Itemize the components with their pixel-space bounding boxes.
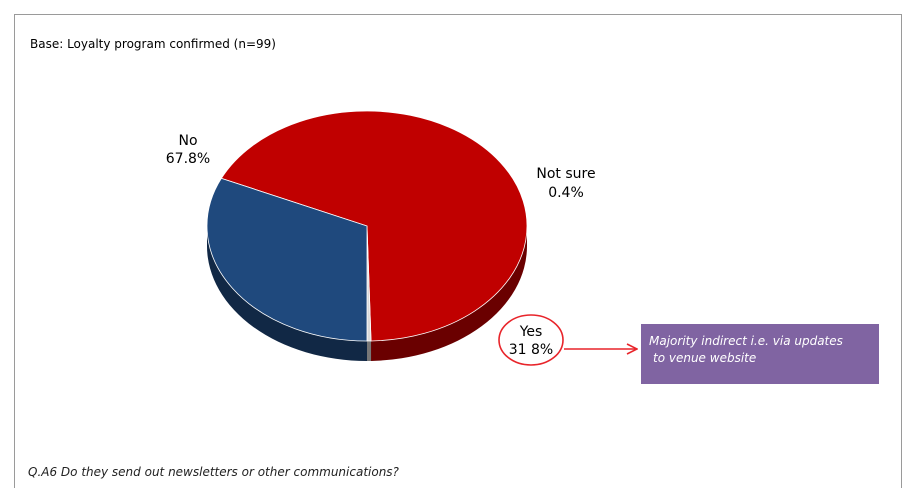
pie-depth — [207, 226, 527, 361]
slice-label-no: No — [178, 133, 197, 149]
question-footnote: Q.A6 Do they send out newsletters or oth… — [28, 465, 399, 479]
callout-box: Majority indirect i.e. via updates to ve… — [641, 324, 879, 384]
slice-value-not-sure: 0.4% — [548, 185, 584, 201]
slice-value-yes: 31 8% — [509, 342, 553, 358]
slice-value-no: 67.8% — [166, 151, 210, 167]
yes-highlight-circle — [498, 314, 564, 366]
slice-label-yes: Yes — [519, 324, 543, 340]
pie-top — [206, 110, 528, 342]
slice-side-yes — [207, 226, 367, 361]
slice-label-not-sure: Not sure — [536, 166, 595, 182]
chart-frame — [14, 14, 902, 488]
slice-no — [220, 110, 528, 342]
slice-side-not-sure — [367, 340, 372, 361]
callout-line-1: Majority indirect i.e. via updates — [649, 334, 843, 348]
slice-side-no — [371, 226, 527, 361]
base-note: Base: Loyalty program confirmed (n=99) — [30, 37, 276, 51]
slice-yes — [206, 177, 368, 342]
callout-line-2: to venue website — [653, 351, 757, 365]
